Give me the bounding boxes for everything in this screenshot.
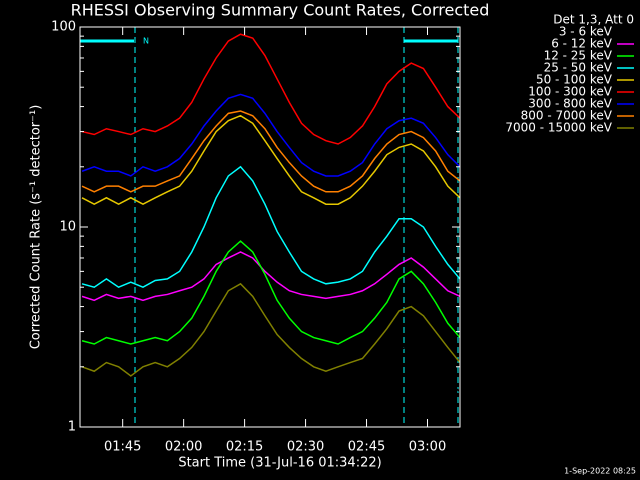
series-line — [81, 93, 461, 177]
series-line — [81, 240, 461, 345]
series-line — [81, 282, 461, 377]
y-axis-label: Corrected Count Rate (s⁻¹ detector⁻¹) — [29, 105, 44, 350]
series-line — [81, 114, 461, 206]
chart-title: RHESSI Observing Summary Count Rates, Co… — [71, 1, 490, 20]
y-tick-label: 100 — [51, 20, 76, 35]
x-tick-label: 02:30 — [287, 440, 324, 455]
legend-label: 6 - 12 keV — [551, 37, 613, 51]
series-line — [81, 251, 461, 302]
series-line — [81, 165, 461, 289]
plot-frame — [79, 26, 461, 428]
legend-label: 100 - 300 keV — [528, 85, 612, 99]
attenuator-label: N — [143, 37, 149, 46]
x-tick-label: 03:00 — [409, 440, 446, 455]
footer: 1-Sep-2022 08:25 — [564, 467, 636, 476]
x-tick-label: 01:45 — [104, 440, 141, 455]
legend-label: 3 - 6 keV — [559, 25, 613, 39]
y-tick-label: 10 — [59, 220, 76, 235]
legend-label: 12 - 25 keV — [544, 49, 613, 63]
legend-label: 25 - 50 keV — [544, 61, 613, 75]
x-tick-label: 02:15 — [226, 440, 263, 455]
series-line — [81, 330, 461, 406]
legend-label: 7000 - 15000 keV — [505, 121, 612, 135]
legend-label: 800 - 7000 keV — [521, 109, 613, 123]
x-tick-label: 02:00 — [165, 440, 202, 455]
y-tick-label: 1 — [68, 420, 76, 435]
legend-label: 300 - 800 keV — [528, 97, 612, 111]
series-line — [81, 110, 461, 193]
x-tick-label: 02:45 — [348, 440, 385, 455]
series-line — [81, 33, 461, 145]
legend-label: 50 - 100 keV — [536, 73, 613, 87]
attenuator-marks — [80, 27, 459, 427]
x-axis-label: Start Time (31-Jul-16 01:34:22) — [178, 456, 381, 471]
legend-title: Det 1,3, Att 0 — [553, 13, 634, 27]
